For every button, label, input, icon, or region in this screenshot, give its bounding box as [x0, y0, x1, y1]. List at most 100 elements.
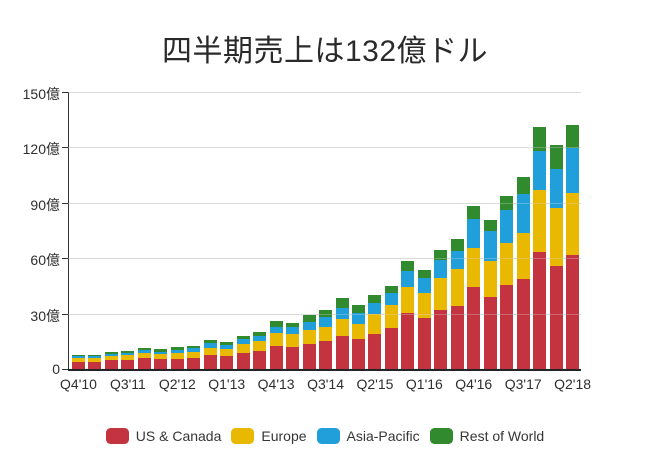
- bar-segment-Q2'15-rest-of-world: [368, 294, 382, 303]
- bar-segment-Q3'11-asia-pacific: [121, 353, 135, 356]
- legend-swatch: [105, 428, 129, 444]
- bar-segment-Q1'16-europe: [417, 293, 431, 319]
- bar-segment-Q2'17-europe: [500, 243, 514, 285]
- bar-segment-Q4'11-europe: [137, 352, 151, 359]
- bar-segment-Q3'15-asia-pacific: [384, 293, 398, 306]
- bar-segment-Q4'15-us-canada: [401, 312, 415, 369]
- gridline-overlay: [68, 147, 581, 149]
- chart-title: 四半期売上は132億ドル: [161, 35, 489, 68]
- bar-segment-Q4'12-rest-of-world: [203, 339, 217, 344]
- x-axis-line: [68, 369, 581, 371]
- bar-segment-Q1'13-europe: [220, 348, 234, 356]
- legend-item-europe[interactable]: Europe: [231, 428, 307, 444]
- bar-segment-Q4'10-rest-of-world: [72, 355, 85, 357]
- legend-item-rest-of-world[interactable]: Rest of World: [429, 428, 545, 444]
- bar-segment-Q4'12-asia-pacific: [203, 343, 217, 348]
- gridline-overlay: [68, 202, 581, 204]
- bar-segment-Q3'12-europe: [187, 351, 201, 358]
- bar-segment-Q3'15-rest-of-world: [384, 285, 398, 294]
- bar-segment-Q4'15-europe: [401, 286, 415, 313]
- bar-segment-Q1'14-rest-of-world: [286, 322, 300, 328]
- bar-segment-Q4'13-us-canada: [269, 346, 283, 369]
- bar-segment-Q1'11-us-canada: [88, 361, 102, 369]
- bar-segment-Q4'17-rest-of-world: [533, 127, 547, 152]
- legend-item-asia-pacific[interactable]: Asia-Pacific: [316, 428, 420, 444]
- bar-segment-Q3'17-rest-of-world: [516, 176, 530, 194]
- bar-segment-Q2'18-us-canada: [566, 254, 580, 369]
- bar-segment-Q3'16-asia-pacific: [450, 250, 464, 270]
- bar-segment-Q3'11-us-canada: [121, 359, 135, 369]
- bar-segment-Q4'14-rest-of-world: [335, 297, 349, 308]
- bar-segment-Q1'16-asia-pacific: [417, 277, 431, 294]
- bar-segment-Q1'16-us-canada: [417, 318, 431, 369]
- gridline: [68, 147, 581, 149]
- bar-segment-Q2'12-rest-of-world: [170, 347, 184, 350]
- bar-segment-Q3'14-rest-of-world: [319, 309, 333, 318]
- bar-segment-Q2'14-asia-pacific: [302, 322, 316, 331]
- legend-label: US & Canada: [135, 428, 222, 444]
- legend-item-us-canada[interactable]: US & Canada: [105, 428, 222, 444]
- y-axis-label: 0: [52, 361, 60, 377]
- bar-segment-Q4'14-us-canada: [335, 336, 349, 369]
- bar-segment-Q2'11-us-canada: [104, 360, 118, 369]
- y-axis-tick: [62, 313, 68, 315]
- bar-segment-Q2'12-europe: [170, 352, 184, 359]
- bar-segment-Q1'15-asia-pacific: [351, 312, 365, 324]
- bar-segment-Q2'14-rest-of-world: [302, 315, 316, 323]
- bar-segment-Q2'15-europe: [368, 314, 382, 334]
- bar-segment-Q4'14-europe: [335, 319, 349, 337]
- bar-segment-Q2'12-us-canada: [170, 358, 184, 369]
- bar-segment-Q2'16-europe: [434, 277, 448, 311]
- bar-segment-Q1'14-us-canada: [286, 347, 300, 369]
- bar-segment-Q4'17-asia-pacific: [533, 151, 547, 191]
- x-axis-label: Q2'18: [554, 376, 592, 392]
- bar-segment-Q2'17-rest-of-world: [500, 195, 514, 210]
- bar-segment-Q4'11-asia-pacific: [137, 350, 151, 353]
- bar-segment-Q1'17-rest-of-world: [483, 220, 497, 231]
- bar-segment-Q1'17-us-canada: [483, 296, 497, 369]
- bar-segment-Q3'13-us-canada: [253, 350, 267, 369]
- bar-segment-Q4'12-europe: [203, 347, 217, 355]
- bar-segment-Q4'16-asia-pacific: [467, 218, 481, 249]
- bar-segment-Q4'15-rest-of-world: [401, 261, 415, 271]
- bar-segment-Q3'16-rest-of-world: [450, 239, 464, 251]
- legend-label: Rest of World: [459, 428, 545, 444]
- bar-segment-Q3'12-rest-of-world: [187, 345, 201, 349]
- x-axis-label: Q1'13: [208, 376, 246, 392]
- bar-segment-Q2'16-rest-of-world: [434, 250, 448, 260]
- bar-segment-Q1'18-europe: [549, 208, 563, 266]
- bar-segment-Q3'11-europe: [121, 355, 135, 360]
- bar-segment-Q1'16-rest-of-world: [417, 269, 431, 278]
- bar-segment-Q4'11-us-canada: [137, 358, 151, 369]
- bar-segment-Q1'12-rest-of-world: [154, 349, 168, 352]
- bar-segment-Q2'13-rest-of-world: [236, 335, 250, 340]
- bar-segment-Q3'14-europe: [319, 326, 333, 342]
- bar-segment-Q2'15-us-canada: [368, 333, 382, 369]
- bar-segment-Q1'11-asia-pacific: [88, 356, 102, 358]
- bar-segment-Q2'13-asia-pacific: [236, 339, 250, 345]
- y-axis-label: 30億: [30, 307, 60, 324]
- bar-segment-Q1'18-asia-pacific: [549, 168, 563, 209]
- bar-segment-Q4'16-rest-of-world: [467, 206, 481, 219]
- x-axis-label: Q4'10: [60, 376, 97, 392]
- bar-segment-Q4'11-rest-of-world: [137, 348, 151, 351]
- bar-segment-Q1'11-rest-of-world: [88, 355, 102, 357]
- bar-segment-Q1'11-europe: [88, 357, 102, 362]
- bar-segment-Q3'17-asia-pacific: [516, 193, 530, 234]
- bar-segment-Q4'13-asia-pacific: [269, 326, 283, 334]
- bar-segment-Q1'14-europe: [286, 334, 300, 348]
- bar-segment-Q4'17-europe: [533, 190, 547, 252]
- bar-segment-Q2'14-europe: [302, 330, 316, 345]
- bar-segment-Q2'14-us-canada: [302, 344, 316, 369]
- gridline-overlay: [68, 313, 581, 315]
- bar-segment-Q1'18-us-canada: [549, 265, 563, 369]
- bar-segment-Q4'16-us-canada: [467, 286, 481, 369]
- x-axis-label: Q3'17: [504, 376, 542, 392]
- bar-segment-Q3'13-asia-pacific: [253, 335, 267, 342]
- x-axis-label: Q1'16: [405, 376, 443, 392]
- bar-segment-Q3'15-europe: [384, 305, 398, 329]
- x-axis-label: Q4'16: [455, 376, 493, 392]
- bar-segment-Q1'13-rest-of-world: [220, 342, 234, 345]
- y-axis-label: 120億: [22, 141, 60, 158]
- bar-segment-Q3'12-asia-pacific: [187, 348, 201, 352]
